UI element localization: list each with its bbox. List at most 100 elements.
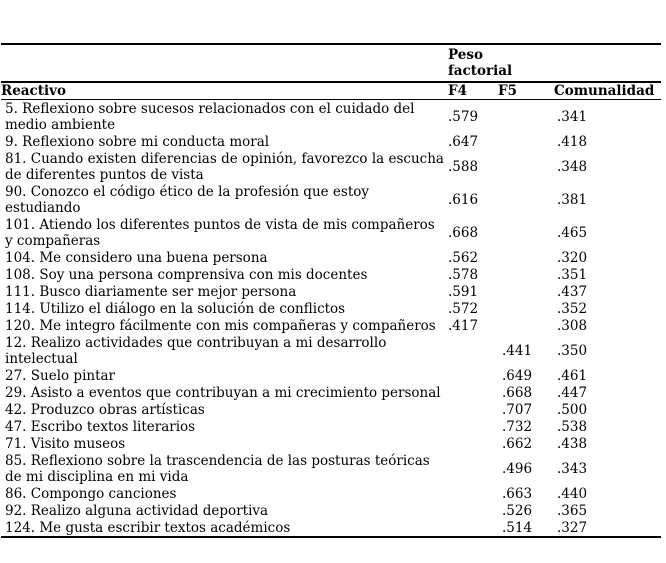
reactivo-cell: 101. Atiendo los diferentes puntos de vi…: [5, 216, 435, 249]
comunalidad-value-cell: .341: [557, 108, 588, 125]
comunalidad-value-cell: .461: [557, 367, 588, 384]
f4-value-cell: .579: [448, 108, 479, 125]
table-row: 9. Reflexiono sobre mi conducta moral .6…: [1, 133, 661, 150]
comunalidad-value-cell: .500: [557, 401, 588, 418]
table-row: 104. Me considero una buena persona .562…: [1, 249, 661, 266]
reactivo-cell: 47. Escribo textos literarios: [5, 418, 196, 435]
f5-value-cell: .514: [502, 519, 533, 536]
reactivo-cell: 12. Realizo actividades que contribuyan …: [5, 334, 387, 367]
f5-value-cell: .707: [502, 401, 533, 418]
table-row: 101. Atiendo los diferentes puntos de vi…: [1, 216, 661, 249]
header-row: Reactivo F4 F5 Comunalidad: [1, 82, 661, 100]
comunalidad-value-cell: .440: [557, 485, 588, 502]
table-row: 12. Realizo actividades que contribuyan …: [1, 334, 661, 367]
comunalidad-value-cell: .447: [557, 384, 588, 401]
column-header-f4: F4: [448, 82, 498, 100]
comunalidad-value-cell: .352: [557, 300, 588, 317]
reactivo-cell: 86. Compongo canciones: [5, 485, 177, 502]
comunalidad-value-cell: .418: [557, 133, 588, 150]
reactivo-cell: 90. Conozco el código ético de la profes…: [5, 183, 370, 216]
f4-value-cell: .578: [448, 266, 479, 283]
f4-value-cell: [448, 485, 498, 502]
table-row: 29. Asisto a eventos que contribuyan a m…: [1, 384, 661, 401]
column-header-comunalidad: Comunalidad: [554, 82, 661, 100]
reactivo-cell: 9. Reflexiono sobre mi conducta moral: [5, 133, 270, 150]
table-row: 92. Realizo alguna actividad deportiva .…: [1, 502, 661, 519]
f5-value-cell: [498, 283, 554, 300]
table-row: 108. Soy una persona comprensiva con mis…: [1, 266, 661, 283]
peso-factorial-spanner-cell: Peso factorial: [448, 44, 554, 83]
f4-value-cell: [448, 334, 498, 367]
reactivo-cell: 120. Me integro fácilmente con mis compa…: [5, 317, 436, 334]
comunalidad-value-cell: .343: [557, 460, 588, 477]
f4-value-cell: [448, 519, 498, 537]
comunalidad-value-cell: .320: [557, 249, 588, 266]
reactivo-cell: 42. Produzco obras artísticas: [5, 401, 205, 418]
f4-value-cell: [448, 401, 498, 418]
factor-loadings-table: Peso factorial Reactivo F4 F5 Comunalida…: [1, 43, 661, 538]
comunalidad-value-cell: .381: [557, 191, 588, 208]
spanner-empty-cell: [554, 44, 661, 83]
table-row: 85. Reflexiono sobre la trascendencia de…: [1, 452, 661, 485]
reactivo-cell: 92. Realizo alguna actividad deportiva: [5, 502, 269, 519]
f5-value-cell: .663: [502, 485, 533, 502]
f4-value-cell: [448, 502, 498, 519]
f5-value-cell: .662: [502, 435, 533, 452]
table-row: 5. Reflexiono sobre sucesos relacionados…: [1, 100, 661, 134]
f5-value-cell: .649: [502, 367, 533, 384]
spanner-empty-cell: [1, 44, 448, 83]
comunalidad-value-cell: .437: [557, 283, 588, 300]
reactivo-cell: 29. Asisto a eventos que contribuyan a m…: [5, 384, 441, 401]
reactivo-cell: 114. Utilizo el diálogo en la solución d…: [5, 300, 346, 317]
table-row: 42. Produzco obras artísticas .707 .500: [1, 401, 661, 418]
table-row: 86. Compongo canciones .663 .440: [1, 485, 661, 502]
column-header-reactivo: Reactivo: [1, 82, 448, 100]
reactivo-cell: 85. Reflexiono sobre la trascendencia de…: [5, 452, 430, 485]
f4-value-cell: .588: [448, 158, 479, 175]
reactivo-cell: 124. Me gusta escribir textos académicos: [5, 519, 291, 536]
f4-value-cell: .647: [448, 133, 479, 150]
spanner-row: Peso factorial: [1, 44, 661, 83]
f5-value-cell: [498, 216, 554, 249]
comunalidad-value-cell: .465: [557, 224, 588, 241]
f5-value-cell: [498, 317, 554, 334]
f5-value-cell: .526: [502, 502, 533, 519]
f4-value-cell: .668: [448, 224, 479, 241]
reactivo-cell: 81. Cuando existen diferencias de opinió…: [5, 150, 444, 183]
f5-value-cell: [498, 133, 554, 150]
reactivo-cell: 111. Busco diariamente ser mejor persona: [5, 283, 297, 300]
f5-value-cell: [498, 300, 554, 317]
table-row: 124. Me gusta escribir textos académicos…: [1, 519, 661, 537]
table-row: 114. Utilizo el diálogo en la solución d…: [1, 300, 661, 317]
reactivo-cell: 71. Visito museos: [5, 435, 126, 452]
reactivo-cell: 108. Soy una persona comprensiva con mis…: [5, 266, 368, 283]
comunalidad-value-cell: .327: [557, 519, 588, 536]
comunalidad-value-cell: .348: [557, 158, 588, 175]
f4-value-cell: .417: [448, 317, 479, 334]
f4-value-cell: [448, 384, 498, 401]
reactivo-cell: 27. Suelo pintar: [5, 367, 116, 384]
f5-value-cell: .668: [502, 384, 533, 401]
f5-value-cell: [498, 249, 554, 266]
f4-value-cell: .572: [448, 300, 479, 317]
table-row: 120. Me integro fácilmente con mis compa…: [1, 317, 661, 334]
table-row: 47. Escribo textos literarios .732 .538: [1, 418, 661, 435]
f4-value-cell: [448, 452, 498, 485]
f4-value-cell: [448, 367, 498, 384]
peso-factorial-label: Peso factorial: [448, 47, 513, 79]
f4-value-cell: .562: [448, 249, 479, 266]
reactivo-cell: 104. Me considero una buena persona: [5, 249, 268, 266]
comunalidad-value-cell: .438: [557, 435, 588, 452]
column-header-f5: F5: [498, 82, 554, 100]
table-row: 81. Cuando existen diferencias de opinió…: [1, 150, 661, 183]
f5-value-cell: [498, 266, 554, 283]
f5-value-cell: [498, 100, 554, 134]
f4-value-cell: [448, 435, 498, 452]
table-row: 27. Suelo pintar .649 .461: [1, 367, 661, 384]
comunalidad-value-cell: .308: [557, 317, 588, 334]
table-row: 71. Visito museos .662 .438: [1, 435, 661, 452]
comunalidad-value-cell: .538: [557, 418, 588, 435]
f5-value-cell: [498, 183, 554, 216]
reactivo-cell: 5. Reflexiono sobre sucesos relacionados…: [5, 100, 415, 133]
